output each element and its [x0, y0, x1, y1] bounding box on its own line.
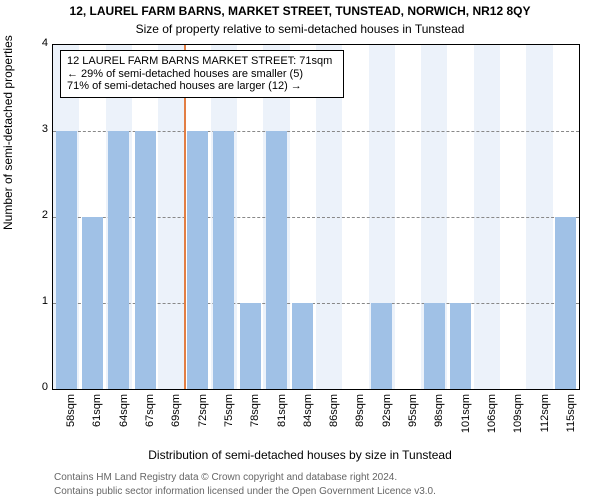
bar [135, 131, 156, 389]
x-axis-label: Distribution of semi-detached houses by … [0, 448, 600, 462]
chart-title-line2: Size of property relative to semi-detach… [0, 22, 600, 36]
y-tick-label: 4 [28, 37, 48, 49]
x-tick-label: 69sqm [170, 394, 182, 434]
bar [424, 303, 445, 389]
legend-line: 71% of semi-detached houses are larger (… [67, 80, 337, 93]
x-tick-label: 101sqm [460, 394, 472, 434]
bar [108, 131, 129, 389]
x-tick-label: 112sqm [539, 394, 551, 434]
x-tick-label: 95sqm [407, 394, 419, 434]
x-tick-label: 92sqm [381, 394, 393, 434]
gridline [53, 303, 579, 305]
gridline [53, 131, 579, 133]
bar [82, 217, 103, 389]
bar [266, 131, 287, 389]
x-tick-label: 67sqm [144, 394, 156, 434]
x-tick-label: 61sqm [91, 394, 103, 434]
bar [56, 131, 77, 389]
bar [292, 303, 313, 389]
x-tick-label: 106sqm [486, 394, 498, 434]
bar [371, 303, 392, 389]
bar [450, 303, 471, 389]
y-tick-label: 1 [28, 295, 48, 307]
legend-line: 12 LAUREL FARM BARNS MARKET STREET: 71sq… [67, 55, 337, 68]
legend-line: ← 29% of semi-detached houses are smalle… [67, 68, 337, 81]
bar [240, 303, 261, 389]
x-tick-label: 86sqm [328, 394, 340, 434]
gridline [53, 217, 579, 219]
footer-line1: Contains HM Land Registry data © Crown c… [54, 472, 397, 483]
bar [213, 131, 234, 389]
x-tick-label: 78sqm [249, 394, 261, 434]
x-tick-label: 72sqm [197, 394, 209, 434]
x-tick-label: 115sqm [565, 394, 577, 434]
chart-title-line1: 12, LAUREL FARM BARNS, MARKET STREET, TU… [0, 4, 600, 18]
legend-box: 12 LAUREL FARM BARNS MARKET STREET: 71sq… [60, 50, 344, 98]
footer-line2: Contains public sector information licen… [54, 486, 436, 497]
x-tick-label: 98sqm [433, 394, 445, 434]
y-tick-label: 0 [28, 381, 48, 393]
x-tick-label: 58sqm [65, 394, 77, 434]
x-tick-label: 64sqm [118, 394, 130, 434]
x-tick-label: 81sqm [276, 394, 288, 434]
x-tick-label: 84sqm [302, 394, 314, 434]
y-tick-label: 3 [28, 123, 48, 135]
x-tick-label: 89sqm [354, 394, 366, 434]
y-axis-label: Number of semi-detached properties [1, 35, 15, 230]
x-tick-label: 75sqm [223, 394, 235, 434]
x-tick-label: 109sqm [512, 394, 524, 434]
y-tick-label: 2 [28, 209, 48, 221]
bar [555, 217, 576, 389]
bar [187, 131, 208, 389]
